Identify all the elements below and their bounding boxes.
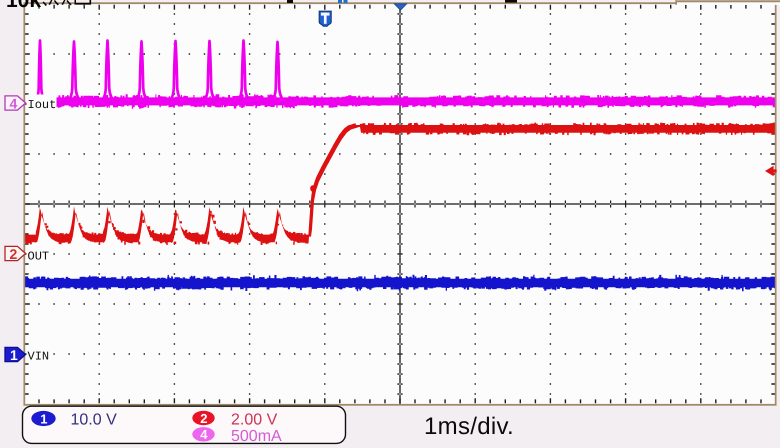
svg-text:1ms/div.: 1ms/div. — [424, 413, 514, 440]
svg-text:VIN: VIN — [28, 350, 50, 364]
svg-text:500mA: 500mA — [231, 428, 282, 445]
svg-text:2.00 V: 2.00 V — [231, 412, 278, 429]
svg-text:OUT: OUT — [28, 250, 50, 264]
svg-text:2: 2 — [10, 246, 18, 262]
svg-text:2: 2 — [200, 411, 207, 426]
svg-text:4: 4 — [200, 427, 208, 442]
svg-text:1: 1 — [10, 347, 18, 363]
svg-text:10.0 V: 10.0 V — [71, 412, 118, 429]
svg-text:10k: 10k — [6, 0, 41, 12]
svg-text:Iout: Iout — [28, 98, 57, 112]
svg-text:4: 4 — [10, 96, 18, 112]
svg-text:1: 1 — [40, 411, 47, 426]
